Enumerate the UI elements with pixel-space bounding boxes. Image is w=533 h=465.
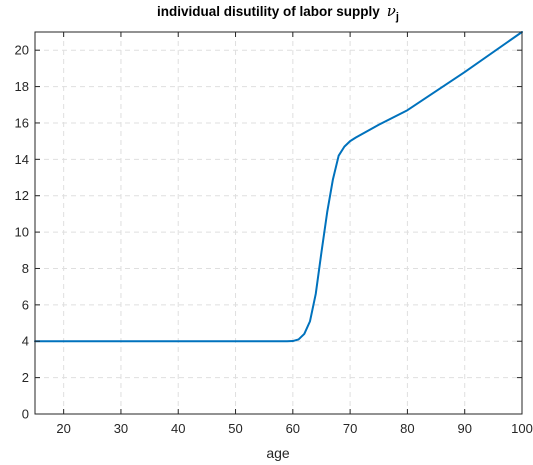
series-line [34, 31, 523, 343]
x-tick-label: 80 [400, 421, 414, 436]
x-axis-label: age [266, 445, 290, 461]
y-tick-label: 2 [22, 370, 29, 385]
grid [35, 32, 522, 414]
x-tick-label: 30 [114, 421, 128, 436]
title-subscript: j [395, 11, 399, 23]
y-tick-label: 8 [22, 261, 29, 276]
x-tick-label: 60 [286, 421, 300, 436]
x-tick-label: 40 [171, 421, 185, 436]
plot-area [34, 31, 523, 343]
y-tick-label: 10 [15, 225, 29, 240]
chart-title: individual disutility of labor supply νj [157, 2, 399, 23]
y-tick-label: 6 [22, 297, 29, 312]
x-tick-label: 20 [56, 421, 70, 436]
y-tick-label: 16 [15, 115, 29, 130]
x-tick-label: 50 [228, 421, 242, 436]
y-tick-label: 12 [15, 188, 29, 203]
title-text: individual disutility of labor supply [157, 4, 380, 19]
tick-labels: 20 30 40 50 60 70 80 90 100 0 2 4 6 8 10 12 14 16 18 20 [15, 43, 533, 436]
x-tick-label: 70 [343, 421, 357, 436]
y-tick-label: 4 [22, 334, 29, 349]
y-tick-label: 0 [22, 407, 29, 422]
title-symbol: ν [387, 2, 396, 20]
y-tick-label: 20 [15, 43, 29, 58]
y-tick-label: 18 [15, 79, 29, 94]
y-tick-label: 14 [15, 152, 29, 167]
x-tick-label: 100 [511, 421, 533, 436]
plot-background [35, 32, 522, 414]
axes-box [34, 31, 523, 415]
x-tick-label: 90 [457, 421, 471, 436]
axes [34, 31, 523, 415]
